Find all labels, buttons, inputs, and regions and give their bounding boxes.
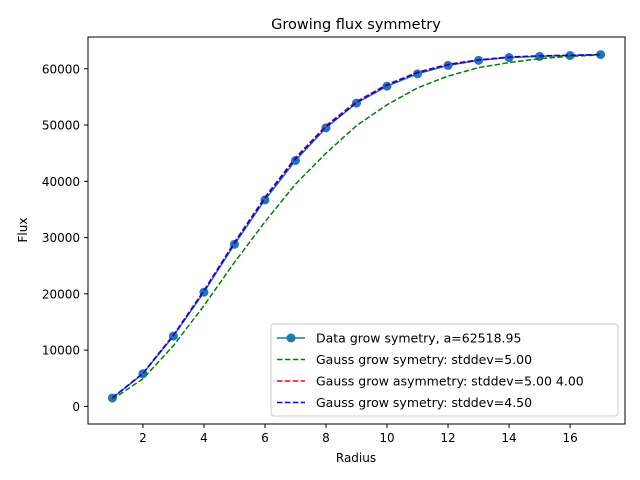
y-tick-label: 30000 — [42, 231, 80, 245]
y-axis: 0 10000 20000 30000 40000 50000 60000 — [42, 62, 88, 414]
x-tick-label: 6 — [261, 431, 269, 445]
chart-title: Growing flux symmetry — [271, 17, 441, 33]
x-tick-label: 12 — [440, 431, 455, 445]
plot-area — [107, 50, 606, 403]
x-tick-label: 4 — [200, 431, 208, 445]
legend-marker — [286, 333, 296, 343]
legend-label: Data grow symetry, a=62518.95 — [316, 331, 521, 346]
legend-box — [270, 323, 619, 417]
y-tick-label: 10000 — [42, 344, 80, 358]
legend-label: Gauss grow asymmetry: stddev=5.00 4.00 — [316, 374, 584, 389]
x-axis: 2 4 6 8 10 12 14 16 — [139, 424, 578, 445]
data-point-marker — [596, 50, 606, 60]
x-tick-label: 2 — [139, 431, 147, 445]
series-gauss-stddev-4-5-line — [111, 53, 601, 399]
data-point-marker — [290, 155, 300, 165]
x-tick-label: 16 — [562, 431, 577, 445]
x-axis-label: Radius — [336, 451, 376, 465]
legend-label: Gauss grow symetry: stddev=5.00 — [316, 352, 532, 367]
y-tick-label: 60000 — [42, 62, 80, 76]
data-point-marker — [413, 69, 423, 79]
y-axis-label: Flux — [16, 218, 30, 243]
data-point-marker — [382, 81, 392, 91]
x-tick-label: 10 — [379, 431, 394, 445]
x-tick-label: 14 — [501, 431, 516, 445]
x-tick-label: 8 — [322, 431, 330, 445]
y-tick-label: 50000 — [42, 119, 80, 133]
legend-label: Gauss grow symetry: stddev=4.50 — [316, 395, 532, 410]
y-tick-label: 20000 — [42, 287, 80, 301]
series-gauss-stddev-5-line — [111, 54, 601, 400]
axes-frame — [87, 36, 626, 425]
y-tick-label: 0 — [72, 400, 80, 414]
y-tick-label: 40000 — [42, 175, 80, 189]
legend: Data grow symetry, a=62518.95 Gauss grow … — [270, 323, 619, 417]
